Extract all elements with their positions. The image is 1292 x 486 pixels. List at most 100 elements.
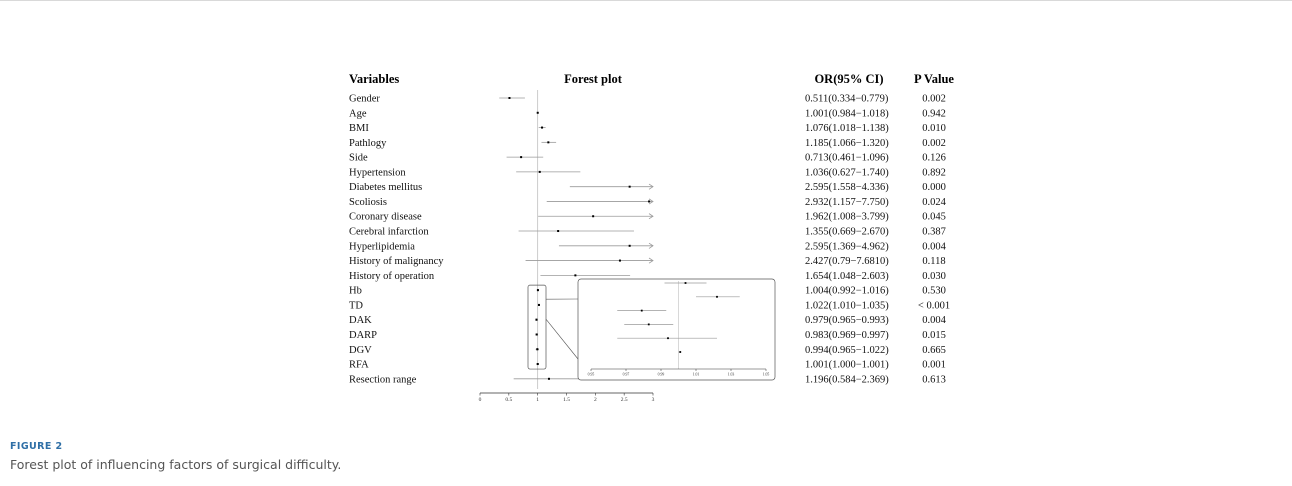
row-label: Coronary disease	[349, 212, 422, 223]
row-label: TD	[349, 300, 363, 311]
row-or-ci: 1.654(1.048−2.603)	[805, 271, 889, 282]
row-label: Hypertension	[349, 167, 406, 178]
row-p-value: 0.387	[922, 227, 946, 238]
forest-row: Gender 0.511(0.334−0.779) 0.002	[349, 94, 946, 105]
inset-marker	[640, 309, 643, 312]
row-p-value: 0.002	[922, 138, 946, 149]
row-label: Side	[349, 153, 368, 164]
row-or-ci: 1.196(0.584−2.369)	[805, 374, 889, 385]
or-marker	[547, 377, 550, 380]
row-or-ci: 1.004(0.992−1.016)	[805, 286, 889, 297]
inset-bracket	[527, 284, 547, 370]
x-tick-label: 3	[652, 397, 655, 403]
header-forest-plot: Forest plot	[564, 72, 623, 86]
inset-bracket-box	[527, 284, 547, 370]
row-p-value: 0.030	[922, 271, 946, 282]
forest-row: History of malignancy 2.427(0.79−7.6810) 0…	[349, 256, 946, 267]
x-tick-label: 2	[594, 397, 597, 403]
row-or-ci: 2.427(0.79−7.6810)	[805, 256, 889, 267]
row-or-ci: 0.983(0.969−0.997)	[805, 330, 889, 341]
row-or-ci: 0.713(0.461−1.096)	[805, 153, 889, 164]
or-marker	[508, 97, 511, 99]
row-label: History of malignancy	[349, 256, 444, 267]
inset-tick-label: 1.03	[728, 373, 735, 377]
forest-row: Hyperlipidemia 2.595(1.369−4.962) 0.004	[349, 241, 947, 252]
x-tick-label: 1.5	[563, 397, 570, 403]
x-tick-label: 0.5	[505, 397, 512, 403]
inset-marker	[684, 282, 687, 284]
bracket-marker	[536, 289, 539, 292]
ci-arrow	[648, 198, 654, 205]
or-marker	[536, 111, 539, 114]
or-marker	[628, 185, 631, 188]
row-p-value: 0.126	[922, 153, 946, 164]
inset-marker	[679, 351, 682, 353]
row-p-value: 0.045	[922, 212, 946, 223]
row-label: Scoliosis	[349, 197, 387, 208]
inset-tick-label: 1.05	[763, 373, 770, 377]
row-or-ci: 1.076(1.018−1.138)	[805, 123, 889, 134]
header-variables: Variables	[349, 72, 399, 86]
row-p-value: 0.004	[922, 315, 946, 326]
x-tick-label: 2.5	[621, 397, 628, 403]
row-or-ci: 1.001(1.000−1.001)	[805, 360, 889, 371]
row-p-value: 0.000	[922, 182, 946, 193]
x-tick-label: 0	[479, 397, 482, 403]
zoom-inset: 0.95 0.97 0.99 1.01 1.03 1.05	[545, 278, 776, 381]
ci-arrow	[648, 213, 654, 220]
row-or-ci: 0.994(0.965−1.022)	[805, 345, 889, 356]
row-or-ci: 1.022(1.010−1.035)	[805, 300, 889, 311]
bracket-marker	[535, 333, 538, 336]
row-label: DGV	[349, 345, 372, 356]
row-label: Diabetes mellitus	[349, 182, 422, 193]
forest-row: Cerebral infarction 1.355(0.669−2.670) 0.3…	[349, 227, 946, 238]
header-p-value: P Value	[914, 72, 954, 86]
row-label: Pathlogy	[349, 138, 387, 149]
row-or-ci: 2.595(1.369−4.962)	[805, 241, 889, 252]
or-marker	[574, 274, 577, 277]
inset-tick-label: 0.99	[658, 373, 665, 377]
forest-row: Age 1.001(0.984−1.018) 0.942	[349, 108, 946, 119]
row-label: RFA	[349, 360, 369, 371]
inset-marker	[716, 295, 718, 298]
bracket-marker	[536, 363, 539, 365]
figure-label: FIGURE 2	[10, 441, 63, 452]
row-p-value: < 0.001	[918, 300, 950, 311]
row-label: Gender	[349, 94, 380, 105]
or-marker	[557, 230, 560, 233]
or-marker	[592, 215, 595, 218]
row-or-ci: 0.979(0.965−0.993)	[805, 315, 889, 326]
inset-tick-label: 0.97	[623, 373, 630, 377]
bracket-marker	[536, 348, 539, 351]
forest-row: Diabetes mellitus 2.595(1.558−4.336) 0.000	[349, 182, 946, 193]
row-or-ci: 1.185(1.066−1.320)	[805, 138, 889, 149]
figure-caption: Forest plot of influencing factors of su…	[10, 457, 342, 472]
or-marker	[538, 170, 541, 173]
inset-connector	[545, 318, 579, 360]
row-label: BMI	[349, 123, 369, 134]
row-or-ci: 1.962(1.008−3.799)	[805, 212, 889, 223]
row-label: Cerebral infarction	[349, 227, 429, 238]
row-or-ci: 1.001(0.984−1.018)	[805, 108, 889, 119]
or-marker	[628, 244, 631, 247]
inset-box	[577, 278, 776, 381]
ci-arrow	[648, 183, 654, 190]
row-or-ci: 2.932(1.157−7.750)	[805, 197, 889, 208]
bracket-marker	[535, 318, 538, 321]
row-label: Hb	[349, 286, 362, 297]
forest-row: History of operation 1.654(1.048−2.603) 0.…	[349, 271, 946, 282]
row-p-value: 0.942	[922, 108, 946, 119]
row-p-value: 0.002	[922, 94, 946, 105]
x-tick-label: 1	[536, 397, 539, 403]
forest-row: Scoliosis 2.932(1.157−7.750) 0.024	[349, 197, 947, 208]
row-label: DARP	[349, 330, 377, 341]
row-p-value: 0.010	[922, 123, 946, 134]
row-label: Resection range	[349, 374, 417, 385]
forest-plot: Variables Forest plot OR(95% CI) P Value…	[349, 72, 954, 403]
row-label: History of operation	[349, 271, 435, 282]
ci-arrow	[648, 257, 654, 264]
x-axis: 0 0.5 1 1.5 2 2.5 3	[479, 392, 655, 403]
or-marker	[520, 156, 523, 159]
forest-row: BMI 1.076(1.018−1.138) 0.010	[349, 123, 946, 134]
